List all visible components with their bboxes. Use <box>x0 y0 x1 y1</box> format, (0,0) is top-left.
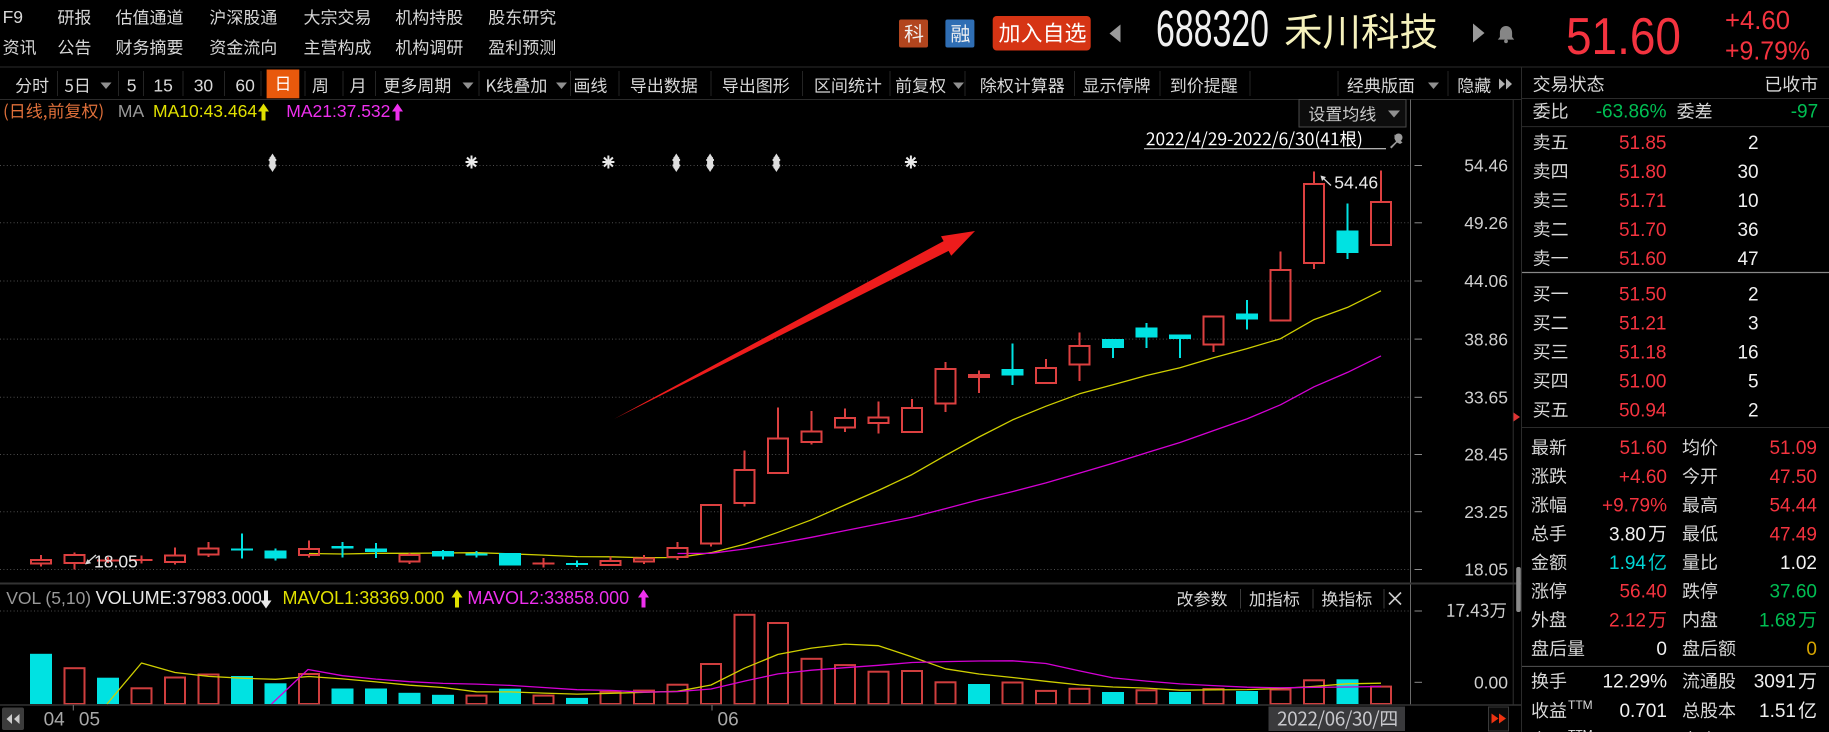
svg-text:-63.86%: -63.86% <box>1596 101 1667 122</box>
svg-text:16: 16 <box>1737 343 1758 364</box>
svg-text:51.80: 51.80 <box>1619 162 1667 183</box>
svg-text:05: 05 <box>79 710 100 731</box>
svg-text:04: 04 <box>44 710 66 731</box>
svg-text:51.00: 51.00 <box>1619 372 1667 393</box>
svg-text:TTM: TTM <box>1568 727 1593 732</box>
svg-text:49.26: 49.26 <box>1464 213 1508 233</box>
svg-text:30: 30 <box>1737 162 1758 183</box>
svg-text:MA10:43.464: MA10:43.464 <box>153 101 257 121</box>
svg-text:VOLUME:37983.000: VOLUME:37983.000 <box>96 588 262 608</box>
svg-text:47.49: 47.49 <box>1769 524 1817 545</box>
svg-text:3: 3 <box>1748 314 1759 335</box>
svg-text:44.06: 44.06 <box>1464 271 1508 291</box>
svg-text:2.12: 2.12 <box>1609 610 1646 631</box>
svg-text:15.48: 15.48 <box>1769 731 1817 732</box>
svg-text:54.44: 54.44 <box>1769 496 1817 517</box>
svg-text:36: 36 <box>1737 220 1758 241</box>
svg-text:+4.60: +4.60 <box>1619 467 1667 488</box>
svg-text:50.94: 50.94 <box>1619 401 1667 422</box>
svg-text:23.25: 23.25 <box>1464 502 1508 522</box>
svg-text:2: 2 <box>1748 285 1759 306</box>
svg-text:33.65: 33.65 <box>1464 388 1508 408</box>
svg-text:3.80: 3.80 <box>1609 524 1646 545</box>
svg-text:12.29%: 12.29% <box>1603 672 1668 693</box>
svg-text:15: 15 <box>153 75 172 95</box>
svg-text:51.18: 51.18 <box>1619 343 1667 364</box>
svg-text:1.68: 1.68 <box>1759 610 1796 631</box>
svg-text:37.60: 37.60 <box>1769 582 1817 603</box>
svg-text:+9.79%: +9.79% <box>1725 35 1810 65</box>
svg-text:-97: -97 <box>1791 101 1818 122</box>
svg-text:F9: F9 <box>3 7 23 27</box>
svg-text:MA21:37.532: MA21:37.532 <box>286 101 390 121</box>
svg-text:47: 47 <box>1737 249 1758 270</box>
svg-text:51.60: 51.60 <box>1619 249 1667 270</box>
svg-text:51.85: 51.85 <box>1619 133 1667 154</box>
svg-text:TTM: TTM <box>1568 698 1593 712</box>
svg-text:0.00: 0.00 <box>1474 673 1508 693</box>
svg-text:06: 06 <box>718 710 739 731</box>
svg-text:688320: 688320 <box>1156 0 1269 57</box>
svg-text:56.40: 56.40 <box>1619 582 1667 603</box>
svg-text:28.45: 28.45 <box>1464 445 1508 465</box>
svg-text:5: 5 <box>1748 372 1759 393</box>
svg-text:0.701: 0.701 <box>1619 701 1667 722</box>
svg-text:51.50: 51.50 <box>1619 285 1667 306</box>
svg-text:MAVOL1:38369.000: MAVOL1:38369.000 <box>283 588 445 608</box>
svg-text:51.71: 51.71 <box>1619 191 1667 212</box>
svg-text:51.09: 51.09 <box>1769 438 1817 459</box>
svg-text:60: 60 <box>235 75 255 95</box>
svg-text:0: 0 <box>1656 639 1667 660</box>
svg-text:+9.79%: +9.79% <box>1602 496 1667 517</box>
svg-text:MAVOL2:33858.000: MAVOL2:33858.000 <box>467 588 629 608</box>
svg-text:5: 5 <box>127 75 137 95</box>
svg-text:54.46: 54.46 <box>1464 156 1508 176</box>
svg-text:47.50: 47.50 <box>1769 467 1817 488</box>
svg-text:51.21: 51.21 <box>1619 314 1667 335</box>
svg-text:10: 10 <box>1737 191 1758 212</box>
svg-text:1.51: 1.51 <box>1759 701 1796 722</box>
svg-text:MA: MA <box>118 101 145 121</box>
svg-text:30: 30 <box>194 75 214 95</box>
svg-text:+4.60: +4.60 <box>1725 5 1790 35</box>
svg-text:73.60: 73.60 <box>1619 731 1667 732</box>
svg-text:18.05: 18.05 <box>94 551 138 571</box>
svg-text:0: 0 <box>1806 639 1817 660</box>
svg-text:2: 2 <box>1748 133 1759 154</box>
svg-text:3091: 3091 <box>1754 672 1796 693</box>
svg-text:1.02: 1.02 <box>1780 553 1817 574</box>
svg-text:38.86: 38.86 <box>1464 329 1508 349</box>
svg-text:51.60: 51.60 <box>1619 438 1667 459</box>
svg-text:1.94: 1.94 <box>1609 553 1646 574</box>
svg-text:54.46: 54.46 <box>1334 173 1378 193</box>
svg-text:18.05: 18.05 <box>1464 560 1508 580</box>
svg-text:VOL (5,10): VOL (5,10) <box>6 588 91 608</box>
svg-text:51.60: 51.60 <box>1566 8 1681 66</box>
svg-text:51.70: 51.70 <box>1619 220 1667 241</box>
svg-text:2: 2 <box>1748 401 1759 422</box>
